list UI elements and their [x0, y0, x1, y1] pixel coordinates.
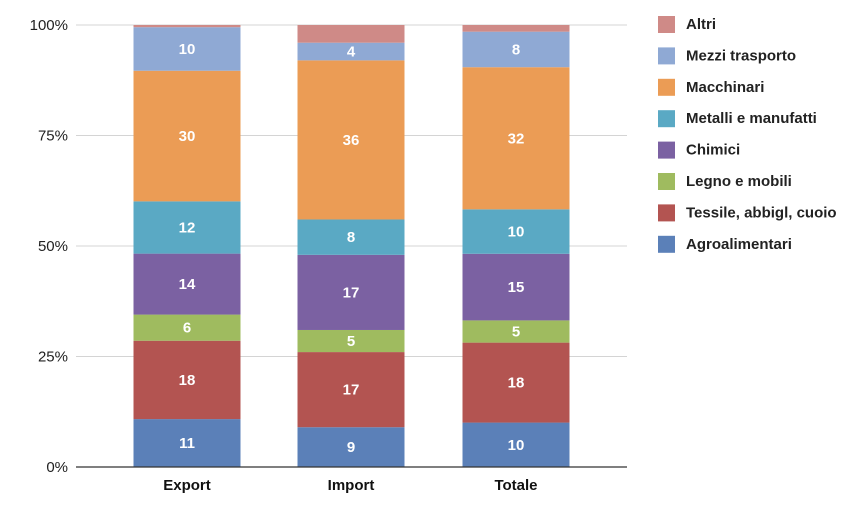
data-label: 8	[347, 229, 355, 246]
data-label: 30	[179, 128, 196, 145]
legend-label: Legno e mobili	[686, 173, 792, 190]
legend-item: Tessile, abbigl, cuoio	[658, 204, 837, 222]
legend-item: Metalli e manufatti	[658, 110, 817, 128]
legend-item: Agroalimentari	[658, 235, 792, 253]
bar-segment	[133, 27, 241, 71]
legend-swatch	[658, 47, 675, 65]
data-label: 10	[508, 224, 525, 241]
legend-swatch	[658, 235, 675, 253]
data-label: 32	[508, 130, 525, 147]
data-label: 17	[343, 382, 360, 399]
legend-item: Altri	[658, 16, 716, 33]
legend-label: Altri	[686, 16, 716, 33]
data-label: 5	[512, 324, 520, 341]
data-label: 10	[179, 41, 196, 58]
y-tick-label: 75%	[38, 128, 68, 145]
y-axis-ticks: 0% 25% 50% 75% 100%	[30, 17, 68, 476]
legend-swatch	[658, 141, 675, 159]
bar-segment	[462, 320, 570, 343]
legend-label: Agroalimentari	[686, 236, 792, 253]
x-tick-label: Import	[328, 477, 375, 494]
bar-segment	[297, 254, 405, 330]
data-labels: 11 18 6 14 12 30 10 9 17 5 17 8 36 4 10 18 5 15 10 32 8	[179, 41, 525, 456]
bar-segment	[462, 342, 570, 423]
bar-segment	[133, 201, 241, 254]
legend-swatch	[658, 204, 675, 222]
legend-item: Legno e mobili	[658, 173, 792, 190]
data-label: 36	[343, 132, 360, 149]
legend-item: Mezzi trasporto	[658, 47, 796, 65]
data-label: 18	[179, 372, 196, 389]
data-label: 12	[179, 219, 196, 236]
bar-segment	[297, 427, 405, 467]
data-label: 8	[512, 41, 520, 58]
data-label: 15	[508, 279, 525, 296]
y-tick-label: 100%	[30, 17, 68, 34]
bar-segment	[133, 314, 241, 341]
data-label: 6	[183, 320, 191, 337]
bar-segment	[297, 352, 405, 428]
bar-segment	[462, 209, 570, 254]
bar-segment	[297, 60, 405, 220]
data-label: 5	[347, 333, 355, 350]
bar-segment	[297, 219, 405, 255]
bar-segment	[133, 340, 241, 420]
legend-label: Mezzi trasporto	[686, 47, 796, 64]
bar-segment	[462, 253, 570, 321]
data-label: 11	[179, 435, 195, 452]
data-label: 9	[347, 439, 355, 456]
legend-item: Macchinari	[658, 78, 764, 96]
data-label: 10	[508, 437, 525, 454]
bar-segment	[133, 253, 241, 315]
data-label: 18	[508, 375, 525, 392]
legend-label: Metalli e manufatti	[686, 110, 817, 127]
legend-item: Chimici	[658, 141, 740, 159]
bar-segment	[297, 42, 405, 61]
legend: Altri Mezzi trasporto Macchinari Metalli e …	[658, 16, 837, 253]
bar-segment	[297, 329, 405, 353]
bar-segment	[462, 422, 570, 467]
y-tick-label: 50%	[38, 238, 68, 255]
bars	[133, 25, 570, 467]
bar-segment	[462, 31, 570, 68]
legend-label: Tessile, abbigl, cuoio	[686, 204, 837, 221]
legend-swatch	[658, 173, 675, 190]
bar-segment	[133, 70, 241, 202]
x-tick-label: Export	[163, 477, 211, 494]
data-label: 17	[343, 284, 360, 301]
y-tick-label: 25%	[38, 349, 68, 366]
legend-swatch	[658, 78, 675, 96]
legend-swatch	[658, 110, 675, 128]
x-tick-label: Totale	[494, 477, 537, 494]
bar-segment	[133, 25, 241, 28]
data-label: 14	[179, 276, 196, 293]
legend-swatch	[658, 16, 675, 33]
bar-segment	[133, 419, 241, 467]
legend-label: Macchinari	[686, 79, 764, 96]
bar-segment	[462, 67, 570, 210]
data-label: 4	[347, 44, 356, 61]
legend-label: Chimici	[686, 142, 740, 159]
y-tick-label: 0%	[46, 459, 68, 476]
bar-segment	[297, 25, 405, 43]
x-axis-ticks: Export Import Totale	[163, 477, 537, 494]
bar-segment	[462, 25, 570, 32]
